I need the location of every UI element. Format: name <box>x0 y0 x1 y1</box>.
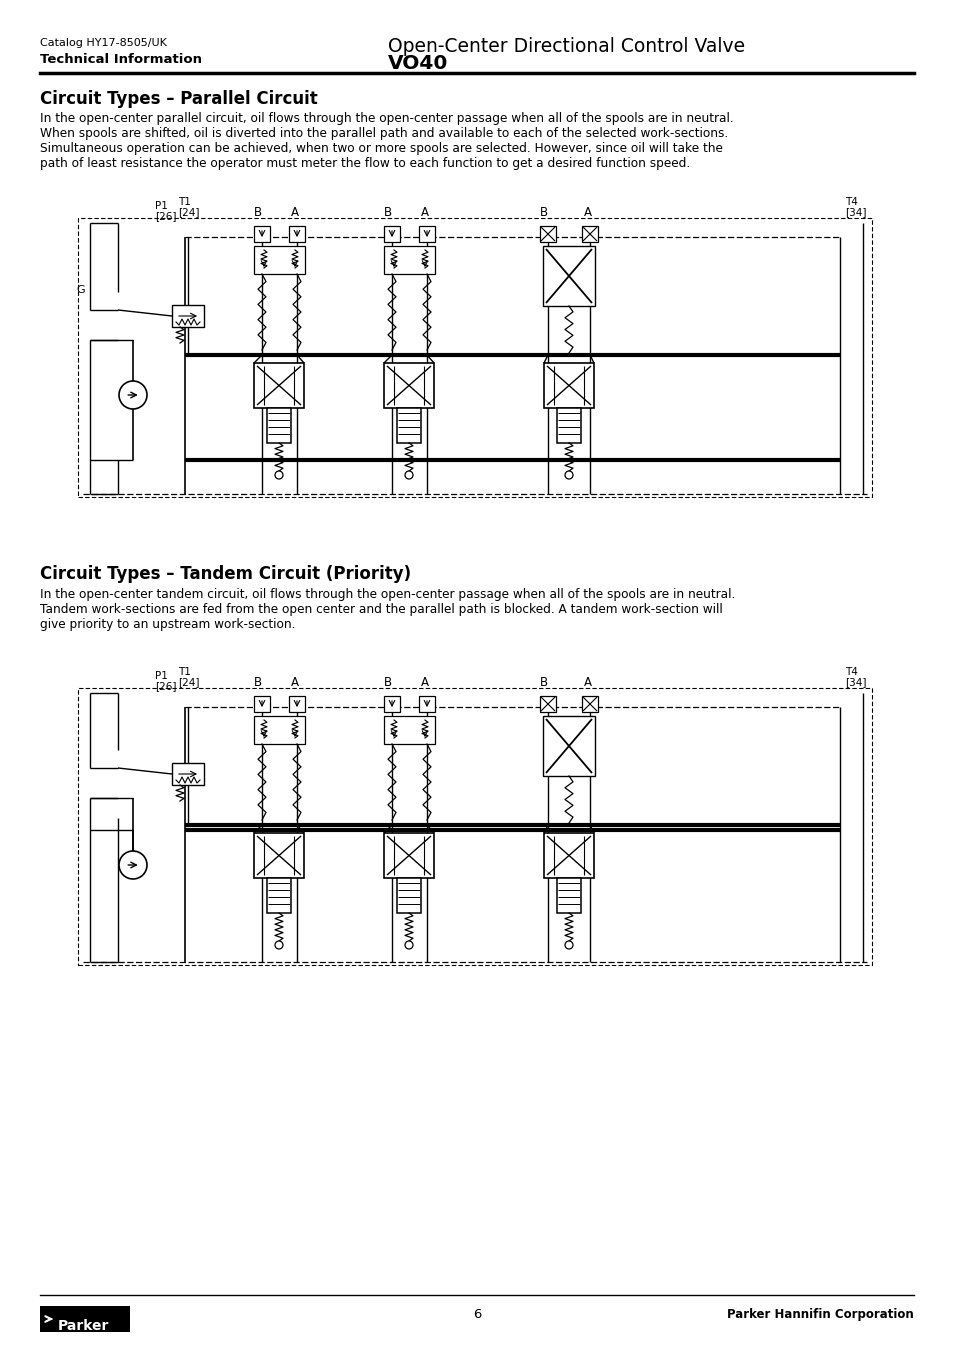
Circle shape <box>119 850 147 879</box>
Bar <box>267 878 291 913</box>
Bar <box>253 225 270 242</box>
Bar <box>40 1305 130 1332</box>
Text: B: B <box>384 207 392 219</box>
Bar <box>253 697 270 711</box>
Text: B: B <box>384 676 392 688</box>
Text: T4: T4 <box>844 667 857 676</box>
Bar <box>384 716 435 744</box>
Bar <box>384 225 399 242</box>
Text: [24]: [24] <box>178 207 199 217</box>
Text: T1: T1 <box>178 667 191 676</box>
Circle shape <box>405 471 413 479</box>
Circle shape <box>564 471 573 479</box>
Bar <box>384 697 399 711</box>
Bar <box>384 246 435 274</box>
Text: P1: P1 <box>154 201 168 211</box>
Bar <box>78 217 871 497</box>
Bar <box>289 225 305 242</box>
Bar <box>172 305 204 327</box>
Text: A: A <box>583 676 592 688</box>
Text: path of least resistance the operator must meter the flow to each function to ge: path of least resistance the operator mu… <box>40 157 689 170</box>
Text: Parker Hannifin Corporation: Parker Hannifin Corporation <box>726 1308 913 1322</box>
Bar <box>384 833 434 878</box>
Text: [34]: [34] <box>844 207 865 217</box>
Text: In the open-center parallel circuit, oil flows through the open-center passage w: In the open-center parallel circuit, oil… <box>40 112 733 126</box>
Bar <box>581 697 598 711</box>
Text: Parker: Parker <box>58 1319 110 1332</box>
Bar <box>539 697 556 711</box>
Bar <box>543 833 594 878</box>
Text: give priority to an upstream work-section.: give priority to an upstream work-sectio… <box>40 618 295 630</box>
Bar <box>396 408 420 443</box>
Text: Technical Information: Technical Information <box>40 53 202 66</box>
Text: B: B <box>539 207 548 219</box>
Text: B: B <box>253 207 262 219</box>
Text: Circuit Types – Tandem Circuit (Priority): Circuit Types – Tandem Circuit (Priority… <box>40 566 411 583</box>
Text: [26]: [26] <box>154 211 176 221</box>
Circle shape <box>119 381 147 409</box>
Bar <box>172 763 204 784</box>
Bar <box>396 878 420 913</box>
Bar <box>253 716 305 744</box>
Text: G: G <box>76 285 85 296</box>
Bar <box>539 225 556 242</box>
Bar <box>557 878 580 913</box>
Text: Catalog HY17-8505/UK: Catalog HY17-8505/UK <box>40 38 167 49</box>
Text: A: A <box>583 207 592 219</box>
Text: Tandem work-sections are fed from the open center and the parallel path is block: Tandem work-sections are fed from the op… <box>40 603 722 616</box>
Text: VO40: VO40 <box>388 54 448 73</box>
Circle shape <box>405 941 413 949</box>
Bar <box>542 246 595 306</box>
Circle shape <box>564 941 573 949</box>
Text: A: A <box>420 207 429 219</box>
Bar <box>557 408 580 443</box>
Circle shape <box>274 941 283 949</box>
Text: P1: P1 <box>154 671 168 680</box>
Bar <box>543 363 594 408</box>
Text: Circuit Types – Parallel Circuit: Circuit Types – Parallel Circuit <box>40 90 317 108</box>
Bar <box>289 697 305 711</box>
Text: A: A <box>291 676 298 688</box>
Text: 6: 6 <box>473 1308 480 1322</box>
Text: When spools are shifted, oil is diverted into the parallel path and available to: When spools are shifted, oil is diverted… <box>40 127 727 140</box>
Text: T4: T4 <box>844 197 857 207</box>
Text: A: A <box>291 207 298 219</box>
Bar <box>78 688 871 965</box>
Text: B: B <box>539 676 548 688</box>
Bar <box>253 833 304 878</box>
Text: Simultaneous operation can be achieved, when two or more spools are selected. Ho: Simultaneous operation can be achieved, … <box>40 142 722 155</box>
Text: [24]: [24] <box>178 676 199 687</box>
Circle shape <box>274 471 283 479</box>
Text: A: A <box>420 676 429 688</box>
Text: [26]: [26] <box>154 680 176 691</box>
Text: B: B <box>253 676 262 688</box>
Bar <box>253 246 305 274</box>
Bar <box>384 363 434 408</box>
Bar <box>267 408 291 443</box>
Bar <box>253 363 304 408</box>
Text: Open-Center Directional Control Valve: Open-Center Directional Control Valve <box>388 36 744 55</box>
Bar <box>418 697 435 711</box>
Text: T1: T1 <box>178 197 191 207</box>
Text: [34]: [34] <box>844 676 865 687</box>
Bar <box>581 225 598 242</box>
Text: In the open-center tandem circuit, oil flows through the open-center passage whe: In the open-center tandem circuit, oil f… <box>40 589 735 601</box>
Bar <box>542 716 595 776</box>
Bar <box>418 225 435 242</box>
